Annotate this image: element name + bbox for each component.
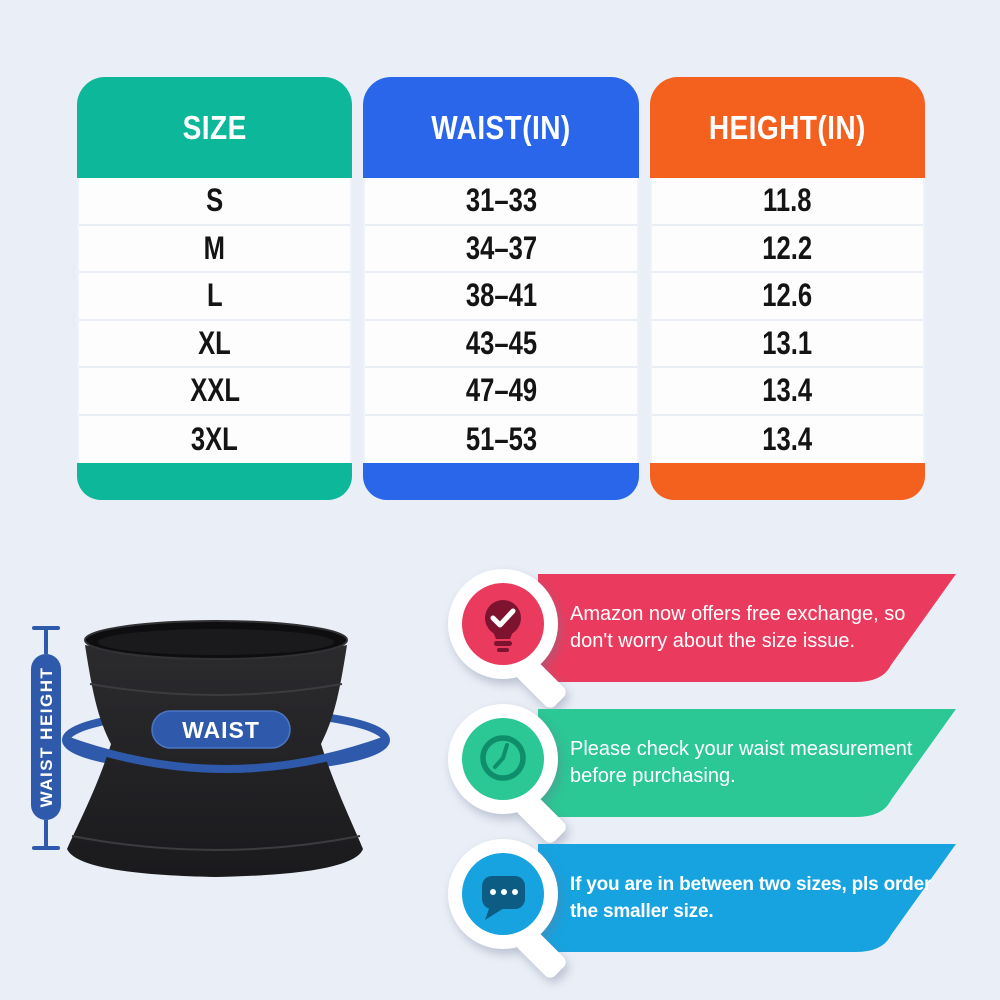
waist-height-label: WAIST HEIGHT — [37, 667, 56, 808]
waist-column: WAIST(IN) 31–33 34–37 38–41 43–45 47–49 … — [363, 77, 639, 500]
height-cell: 13.4 — [651, 368, 923, 416]
size-cell: XL — [79, 320, 351, 368]
size-cell: L — [79, 273, 351, 321]
size-cell: S — [79, 178, 351, 226]
height-cell: 12.2 — [651, 225, 923, 273]
callout-exchange: Amazon now offers free exchange, so don'… — [440, 569, 1000, 708]
height-cell: 12.6 — [651, 273, 923, 321]
size-cell: XXL — [79, 368, 351, 416]
waist-tag-label: WAIST — [182, 717, 260, 743]
size-column-footer — [77, 463, 353, 500]
waist-cell: 38–41 — [365, 273, 637, 321]
banner-ribbon-shape — [538, 709, 956, 817]
waist-column-footer — [363, 463, 639, 500]
chat-ellipsis-icon — [448, 839, 566, 978]
waist-cell: 31–33 — [365, 178, 637, 226]
callout-list: Amazon now offers free exchange, so don'… — [440, 560, 1000, 1000]
clock-icon — [448, 704, 566, 843]
size-column: SIZE S M L XL XXL 3XL — [77, 77, 353, 500]
height-column: HEIGHT(IN) 11.8 12.2 12.6 13.1 13.4 13.4 — [649, 77, 925, 500]
size-column-title: SIZE — [182, 108, 247, 146]
garment-bottom-seam — [71, 835, 361, 851]
callout-exchange-text: Amazon now offers free exchange, so don'… — [570, 603, 906, 652]
callout-measure-text: Please check your waist measurement befo… — [570, 738, 913, 787]
height-column-body: 11.8 12.2 12.6 13.1 13.4 13.4 — [649, 178, 925, 463]
waist-cell: 34–37 — [365, 225, 637, 273]
height-column-footer — [649, 463, 925, 500]
size-column-header: SIZE — [77, 77, 353, 178]
height-cell: 13.1 — [651, 320, 923, 368]
waist-column-title: WAIST(IN) — [431, 108, 571, 146]
size-cell: M — [79, 225, 351, 273]
size-chart-table: SIZE S M L XL XXL 3XL WAIST(IN) 31–33 34… — [77, 77, 925, 500]
callout-between-sizes-banner — [538, 844, 956, 952]
waist-tag-pill — [151, 710, 291, 749]
waist-ring-front — [64, 736, 388, 773]
lightbulb-check-icon — [448, 569, 566, 708]
callout-between-sizes: If you are in between two sizes, pls ord… — [440, 839, 1000, 978]
waist-height-dimension: WAIST HEIGHT — [31, 626, 61, 850]
banner-ribbon-shape — [538, 574, 956, 682]
size-column-body: S M L XL XXL 3XL — [77, 178, 353, 463]
height-cell: 13.4 — [651, 415, 923, 463]
callout-measure: Please check your waist measurement befo… — [440, 704, 1000, 843]
waist-column-header: WAIST(IN) — [363, 77, 639, 178]
garment-top-seam — [89, 683, 343, 696]
height-cell: 11.8 — [651, 178, 923, 226]
clock-glyph — [480, 735, 526, 781]
height-column-header: HEIGHT(IN) — [649, 77, 925, 178]
callout-measure-banner — [538, 709, 956, 817]
chat-bubble-glyph — [482, 876, 525, 920]
waist-cell: 51–53 — [365, 415, 637, 463]
waist-trainer-diagram: WAIST HEIGHT WAIST — [31, 620, 390, 877]
banner-ribbon-shape — [538, 844, 956, 952]
garment-opening-inner — [98, 629, 334, 655]
waist-column-body: 31–33 34–37 38–41 43–45 47–49 51–53 — [363, 178, 639, 463]
callout-between-sizes-text: If you are in between two sizes, pls ord… — [570, 874, 932, 922]
lightbulb-glyph — [485, 600, 521, 652]
waist-cell: 43–45 — [365, 320, 637, 368]
waist-trainer-garment — [67, 645, 363, 877]
callout-exchange-banner — [538, 574, 956, 682]
waist-height-label-pill — [31, 654, 61, 820]
waist-cell: 47–49 — [365, 368, 637, 416]
height-column-title: HEIGHT(IN) — [708, 108, 866, 146]
size-cell: 3XL — [79, 415, 351, 463]
